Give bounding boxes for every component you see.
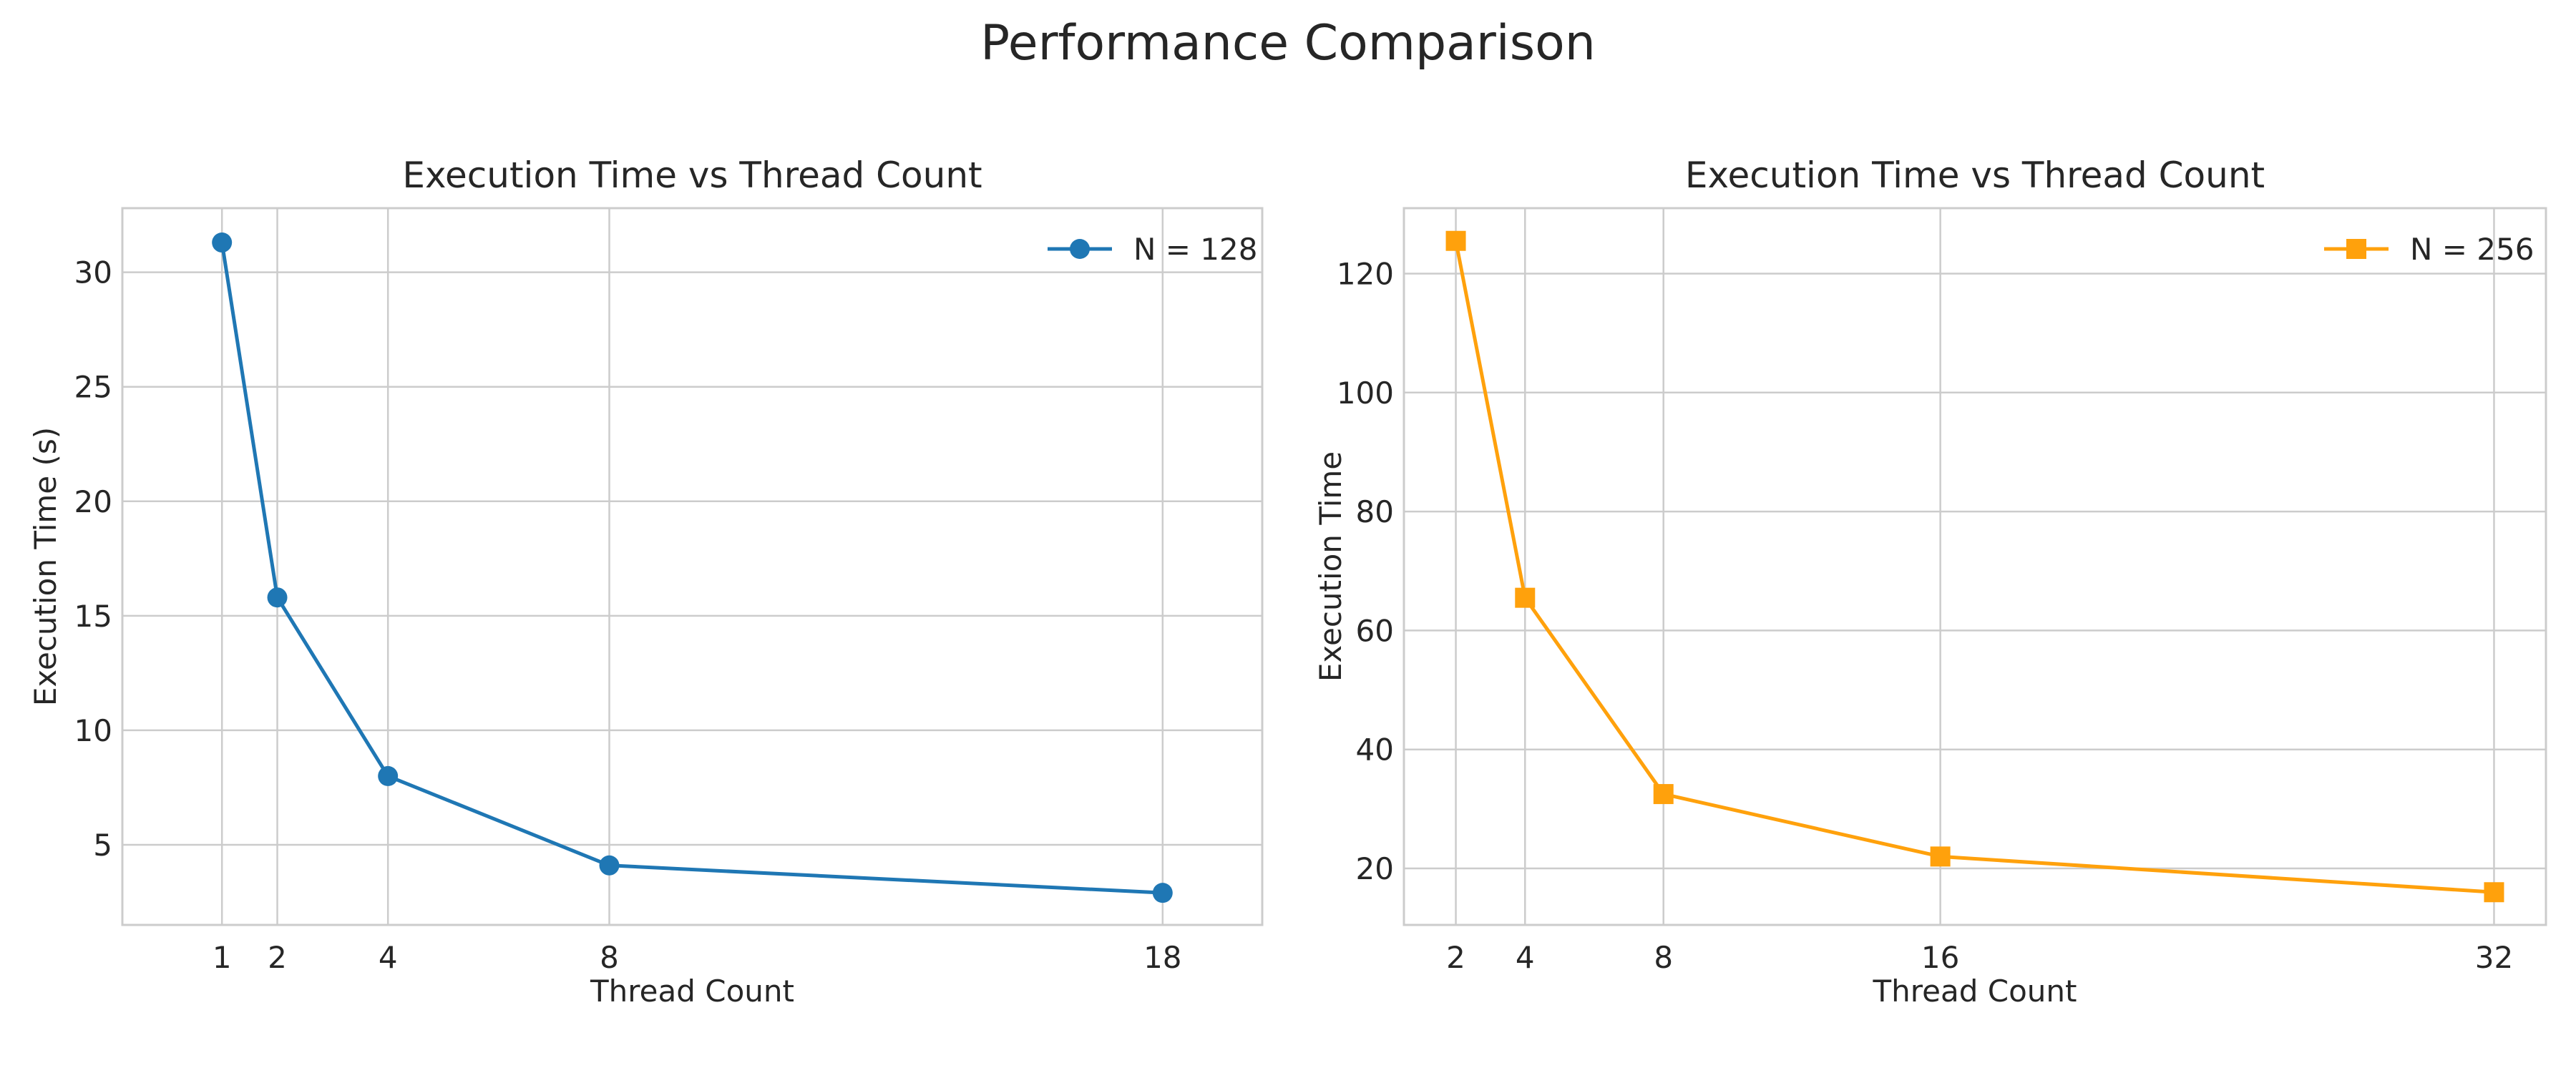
x-tick-label: 32 <box>2475 940 2513 975</box>
plot-area <box>122 208 1262 925</box>
y-tick-label: 20 <box>74 484 112 519</box>
x-tick-label: 4 <box>379 940 398 975</box>
x-tick-label: 8 <box>600 940 619 975</box>
y-tick-label: 10 <box>74 713 112 748</box>
y-axis-label: Execution Time <box>1313 451 1348 682</box>
y-axis-label: Execution Time (s) <box>28 427 63 706</box>
data-point <box>1445 230 1466 251</box>
y-tick-label: 30 <box>74 255 112 290</box>
x-tick-label: 1 <box>213 940 232 975</box>
data-point <box>1515 587 1536 608</box>
chart-title: Execution Time vs Thread Count <box>1685 155 2265 196</box>
data-point <box>2484 882 2504 903</box>
figure-title: Performance Comparison <box>980 15 1596 72</box>
data-point <box>599 855 620 876</box>
x-axis-label: Thread Count <box>590 974 794 1009</box>
y-tick-label: 5 <box>93 828 112 863</box>
data-point <box>378 765 399 786</box>
data-point <box>1653 784 1674 805</box>
x-tick-label: 18 <box>1143 940 1181 975</box>
x-tick-label: 4 <box>1516 940 1535 975</box>
legend-marker <box>2346 239 2366 259</box>
y-tick-label: 80 <box>1356 494 1394 529</box>
y-tick-label: 40 <box>1356 733 1394 768</box>
plot-frame <box>1402 207 2547 926</box>
x-tick-label: 8 <box>1654 940 1673 975</box>
plot-frame <box>121 207 1264 926</box>
legend-label: N = 128 <box>1133 232 1257 267</box>
x-axis-label: Thread Count <box>1873 974 2077 1009</box>
data-point <box>212 232 233 253</box>
x-tick-label: 2 <box>1446 940 1465 975</box>
data-point <box>1152 883 1173 903</box>
x-tick-label: 2 <box>268 940 287 975</box>
y-tick-label: 20 <box>1356 851 1394 886</box>
legend-label: N = 256 <box>2410 232 2534 267</box>
y-tick-label: 25 <box>74 370 112 405</box>
chart-right: 20 40 60 80 100 120 2 4 8 16 32 Execution Time vs T… <box>1313 155 2547 1009</box>
y-tick-label: 15 <box>74 599 112 634</box>
plot-area <box>1404 208 2546 925</box>
chart-title: Execution Time vs Thread Count <box>402 155 982 196</box>
legend-marker <box>1070 239 1090 259</box>
y-tick-label: 100 <box>1337 376 1394 411</box>
y-tick-label: 120 <box>1337 256 1394 291</box>
data-point <box>267 587 288 608</box>
chart-left: 5 10 15 20 25 30 1 2 4 8 18 Execution Time vs Threa… <box>28 155 1264 1009</box>
x-tick-label: 16 <box>1921 940 1959 975</box>
data-point <box>1930 846 1951 867</box>
y-tick-label: 60 <box>1356 613 1394 648</box>
